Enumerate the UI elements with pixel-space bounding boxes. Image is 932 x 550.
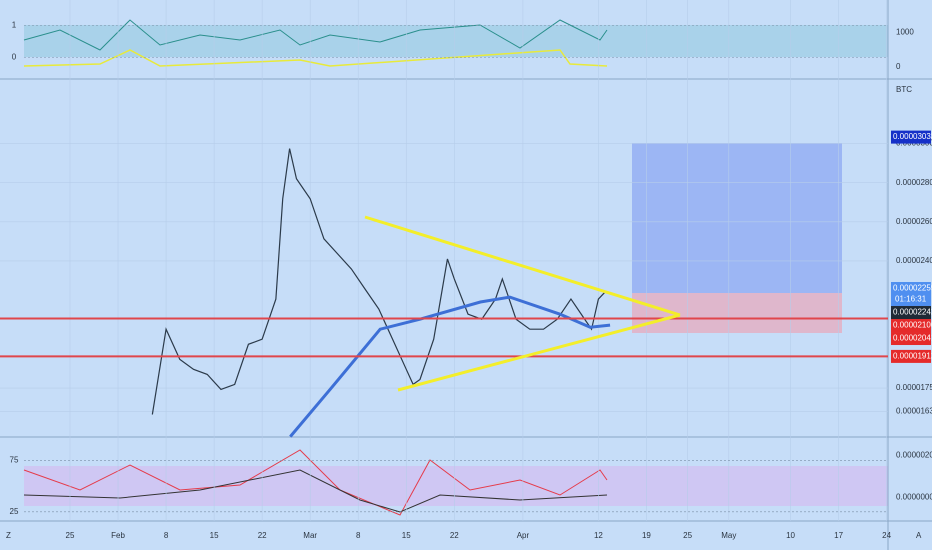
price-label: 0.00002106 (893, 321, 932, 330)
x-tick-label: 17 (834, 531, 843, 540)
y-tick-label: 0.00001630 (896, 407, 932, 416)
y2-tick-label: 1000 (896, 28, 914, 37)
trendline (397, 313, 681, 392)
y-tick-label: 25 (10, 507, 19, 516)
unit-label: BTC (896, 85, 912, 94)
stop-zone (632, 293, 842, 333)
price-label-box (891, 319, 931, 333)
price-label: 0.00001912 (893, 352, 932, 361)
series-line (289, 295, 611, 438)
y-tick-label: 75 (10, 456, 19, 465)
x-tick-label: 10 (786, 531, 795, 540)
x-tick-label: 22 (450, 531, 459, 540)
indicator-line (23, 469, 608, 513)
price-label: 0.00003033 (893, 132, 932, 141)
x-tick-label: Mar (303, 531, 317, 540)
y2-tick-label: 0.00000000 (896, 493, 932, 502)
tool-icon: A (916, 531, 922, 540)
price-label: 0.00002242 (893, 308, 932, 317)
indicator-band (24, 466, 888, 506)
y-tick-label: 0 (12, 53, 17, 62)
price-label-box (891, 332, 931, 346)
price-label: 0.00002259 (893, 284, 932, 293)
tool-icon: Z (6, 531, 11, 540)
trendline (364, 215, 681, 317)
lines (0, 0, 888, 521)
x-tick-label: 19 (642, 531, 651, 540)
price-label-box (891, 130, 931, 144)
x-tick-label: May (721, 531, 736, 540)
x-tick-label: 12 (594, 531, 603, 540)
indicator-band (24, 25, 888, 57)
x-tick-label: Apr (517, 531, 530, 540)
x-tick-label: 8 (356, 531, 361, 540)
indicator-line (23, 19, 608, 51)
x-tick-label: 25 (66, 531, 75, 540)
price-label-box (891, 282, 931, 307)
price-label-box (891, 306, 931, 320)
price-label-box (891, 349, 931, 363)
x-tick-label: 22 (258, 531, 267, 540)
indicator-line (23, 49, 608, 67)
x-tick-label: 8 (164, 531, 169, 540)
target-zone (632, 143, 842, 293)
x-tick-label: 15 (210, 531, 219, 540)
countdown-label: 01:16:31 (895, 295, 927, 304)
price-label: 0.00002041 (893, 334, 932, 343)
y-tick-label: 1 (12, 20, 17, 29)
x-tick-label: 24 (882, 531, 891, 540)
x-tick-label: 25 (683, 531, 692, 540)
x-tick-label: Feb (111, 531, 125, 540)
y2-tick-label: 0 (896, 62, 901, 71)
x-tick-label: 15 (402, 531, 411, 540)
series-line (151, 148, 606, 415)
